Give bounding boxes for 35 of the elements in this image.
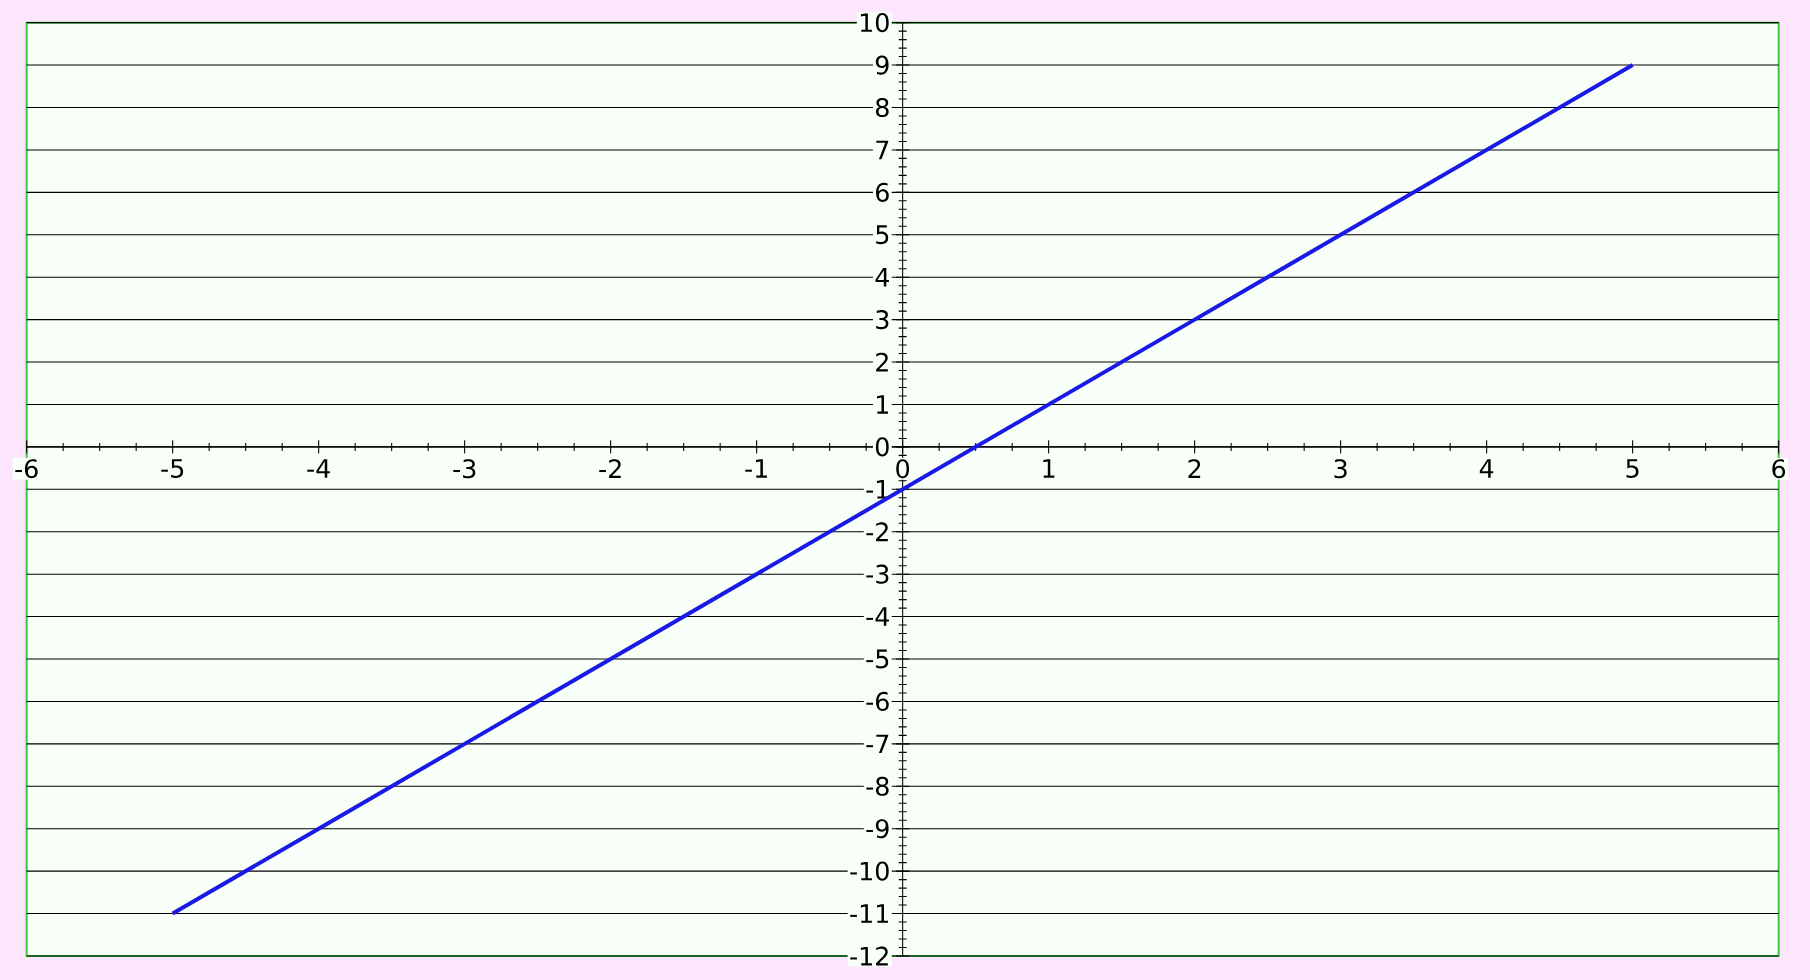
y-tick-label: 7 xyxy=(876,140,889,160)
y-tick-label: -5 xyxy=(866,649,889,669)
y-tick-label: 9 xyxy=(875,55,889,75)
y-tick-label: 2 xyxy=(876,352,888,372)
y-tick-label: 1 xyxy=(877,395,889,414)
y-tick-label: 8 xyxy=(875,97,889,118)
x-tick-label: 4 xyxy=(1479,459,1494,478)
y-tick-label: 0 xyxy=(875,437,889,457)
y-tick-label: -2 xyxy=(866,522,888,542)
y-tick-label: -11 xyxy=(850,904,889,923)
x-tick-label: 5 xyxy=(1626,459,1639,478)
y-tick-label: 5 xyxy=(876,225,889,245)
x-tick-label: -2 xyxy=(599,459,621,478)
x-tick-label: 0 xyxy=(896,459,910,479)
x-tick-label: -6 xyxy=(15,459,38,479)
x-tick-label: 2 xyxy=(1188,459,1201,478)
x-tick-label: 3 xyxy=(1334,459,1347,479)
y-tick-label: 4 xyxy=(875,267,889,287)
x-tick-label: 6 xyxy=(1772,459,1786,479)
x-tick-label: -4 xyxy=(307,459,330,478)
y-tick-label: -10 xyxy=(850,861,889,881)
y-tick-label: -3 xyxy=(866,564,889,584)
y-tick-label: -8 xyxy=(866,776,889,796)
x-tick-label: -1 xyxy=(745,459,767,478)
y-tick-label: 6 xyxy=(876,182,889,202)
y-tick-label: 10 xyxy=(860,13,889,33)
y-tick-label: 3 xyxy=(876,310,889,330)
x-tick-label: 1 xyxy=(1043,459,1055,478)
y-tick-label: -4 xyxy=(866,607,889,626)
y-tick-label: -9 xyxy=(866,819,889,839)
x-tick-label: -5 xyxy=(161,459,184,478)
y-tick-label: -6 xyxy=(866,691,889,712)
x-tick-label: -3 xyxy=(453,459,476,479)
y-tick-label: -7 xyxy=(866,734,889,754)
y-tick-label: -12 xyxy=(850,946,888,966)
